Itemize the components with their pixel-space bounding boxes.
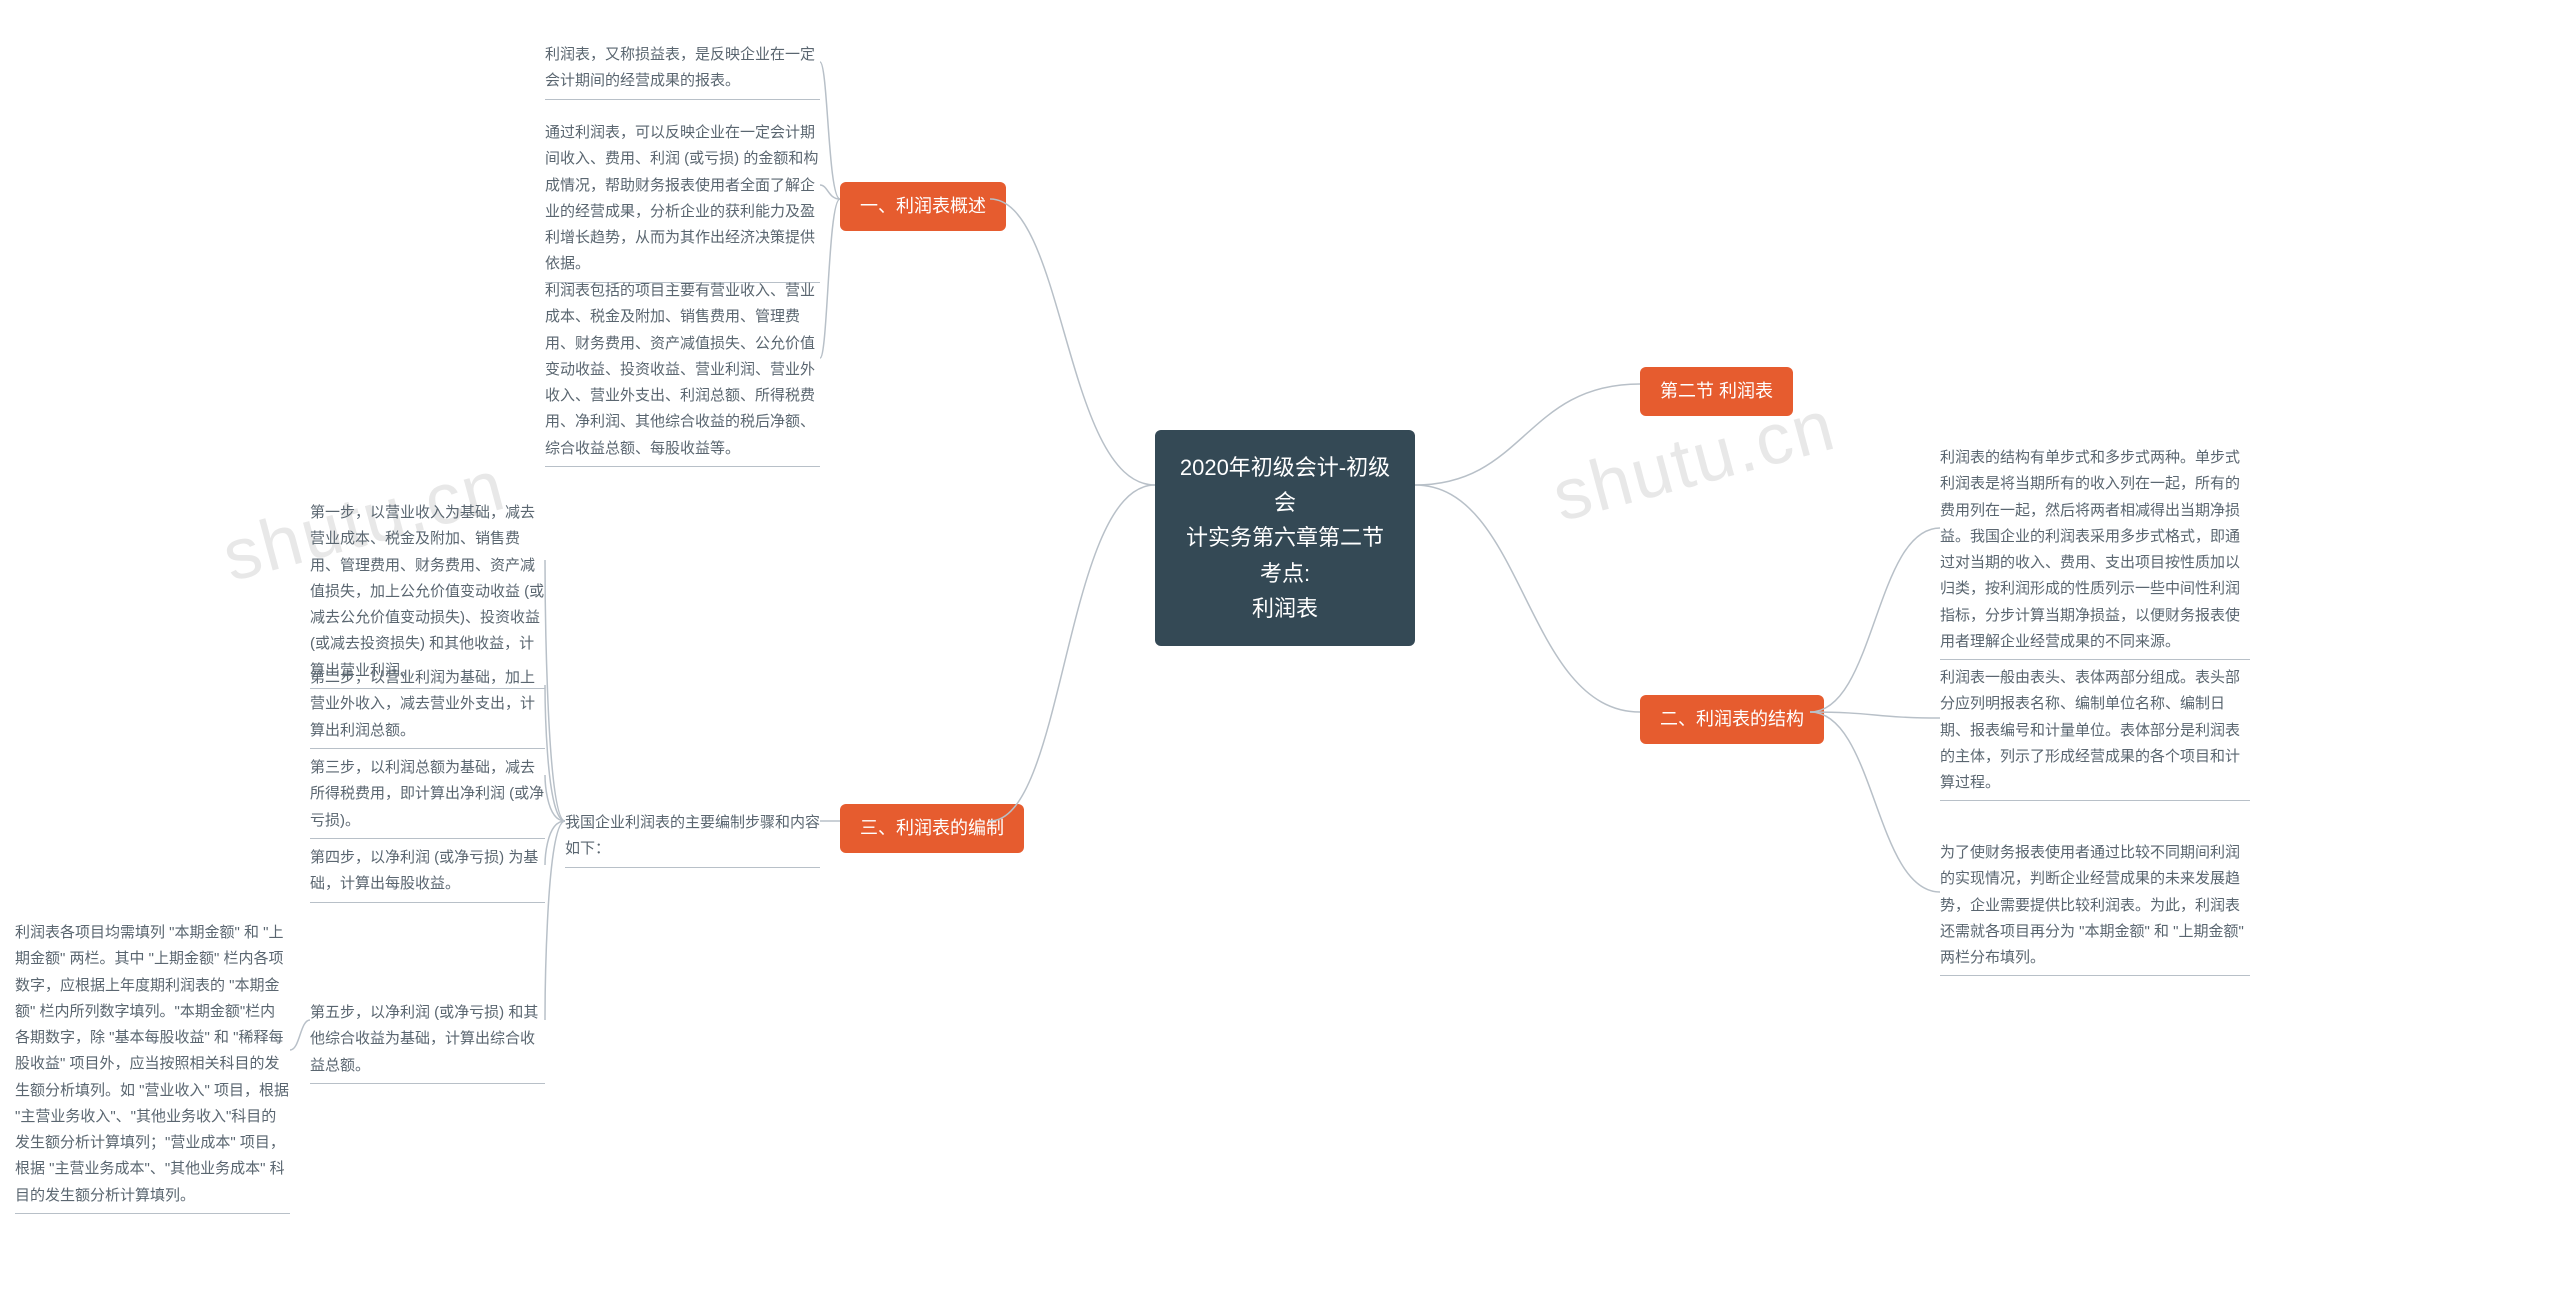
section-label: 三、利润表的编制 bbox=[860, 814, 1004, 843]
mindmap-canvas: 2020年初级会计-初级会 计实务第六章第二节考点: 利润表 第二节 利润表 二… bbox=[0, 0, 2560, 1297]
leaf-overview-1: 利润表，又称损益表，是反映企业在一定会计期间的经营成果的报表。 bbox=[545, 42, 820, 100]
leaf-compile-note: 利润表各项目均需填列 "本期金额" 和 "上期金额" 两栏。其中 "上期金额" … bbox=[15, 920, 290, 1214]
leaf-compile-step-1: 第一步，以营业收入为基础，减去营业成本、税金及附加、销售费用、管理费用、财务费用… bbox=[310, 500, 545, 689]
section-label: 第二节 利润表 bbox=[1660, 377, 1773, 406]
leaf-compile-step-3: 第三步，以利润总额为基础，减去所得税费用，即计算出净利润 (或净亏损)。 bbox=[310, 755, 545, 839]
section-label: 一、利润表概述 bbox=[860, 192, 986, 221]
section-node-right-1[interactable]: 第二节 利润表 bbox=[1640, 367, 1793, 416]
section-node-overview[interactable]: 一、利润表概述 bbox=[840, 182, 1006, 231]
root-label: 2020年初级会计-初级会 计实务第六章第二节考点: 利润表 bbox=[1179, 450, 1391, 626]
leaf-compile-step-2: 第二步，以营业利润为基础，加上营业外收入，减去营业外支出，计算出利润总额。 bbox=[310, 665, 545, 749]
root-node[interactable]: 2020年初级会计-初级会 计实务第六章第二节考点: 利润表 bbox=[1155, 430, 1415, 646]
leaf-compile-step-4: 第四步，以净利润 (或净亏损) 为基础，计算出每股收益。 bbox=[310, 845, 545, 903]
leaf-compile-step-5: 第五步，以净利润 (或净亏损) 和其他综合收益为基础，计算出综合收益总额。 bbox=[310, 1000, 545, 1084]
leaf-overview-2: 通过利润表，可以反映企业在一定会计期间收入、费用、利润 (或亏损) 的金额和构成… bbox=[545, 120, 820, 283]
leaf-structure-2: 利润表一般由表头、表体两部分组成。表头部分应列明报表名称、编制单位名称、编制日期… bbox=[1940, 665, 2250, 801]
section-label: 二、利润表的结构 bbox=[1660, 705, 1804, 734]
section-node-structure[interactable]: 二、利润表的结构 bbox=[1640, 695, 1824, 744]
section-node-compile[interactable]: 三、利润表的编制 bbox=[840, 804, 1024, 853]
leaf-structure-3: 为了使财务报表使用者通过比较不同期间利润的实现情况，判断企业经营成果的未来发展趋… bbox=[1940, 840, 2250, 976]
leaf-structure-1: 利润表的结构有单步式和多步式两种。单步式利润表是将当期所有的收入列在一起，所有的… bbox=[1940, 445, 2250, 660]
leaf-compile-intro: 我国企业利润表的主要编制步骤和内容如下： bbox=[565, 810, 820, 868]
leaf-overview-3: 利润表包括的项目主要有营业收入、营业成本、税金及附加、销售费用、管理费用、财务费… bbox=[545, 278, 820, 467]
